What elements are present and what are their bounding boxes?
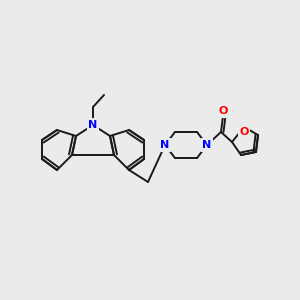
Text: O: O: [239, 127, 249, 137]
Text: N: N: [202, 140, 211, 150]
Text: N: N: [88, 120, 98, 130]
Text: O: O: [218, 106, 228, 116]
Text: N: N: [160, 140, 169, 150]
